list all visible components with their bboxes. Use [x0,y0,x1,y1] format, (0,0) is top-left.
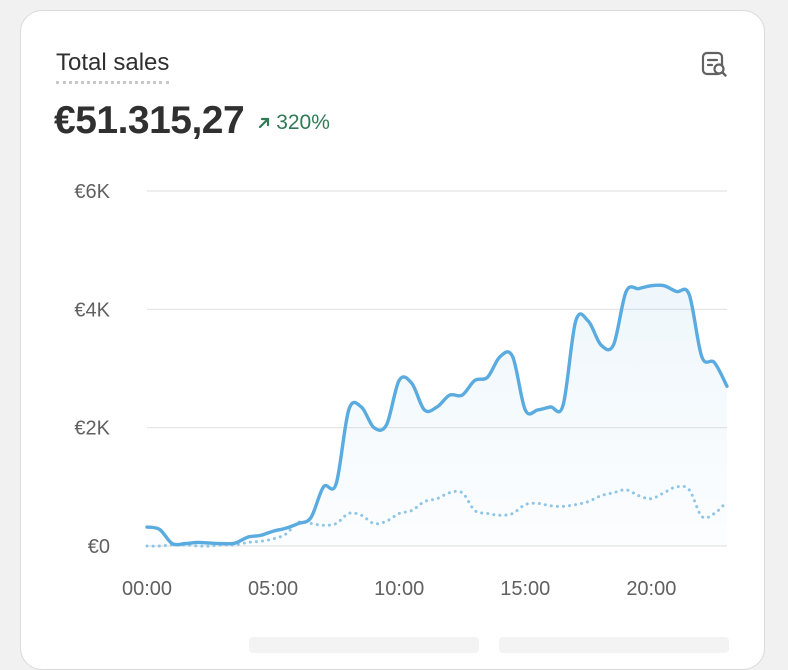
y-tick-label: €6K [74,181,110,203]
x-tick-label: 10:00 [374,578,424,600]
y-tick-label: €2K [74,418,110,440]
change-indicator: 320% [258,111,330,135]
total-sales-value: €51.315,27 [54,99,245,142]
card-title[interactable]: Total sales [56,49,170,84]
sales-line-chart: €6K €4K €2K €0 00:00 05:00 10:00 15:00 20:00 [74,181,729,600]
comparison-series-line[interactable] [145,484,729,548]
total-sales-card: Total sales €51.315,27 320% [20,10,765,670]
x-tick-label: 15:00 [500,578,550,600]
y-tick-label: €4K [74,299,110,321]
series-area [147,285,727,546]
report-search-icon [701,51,727,77]
footer-placeholder-left [249,637,479,653]
change-percent: 320% [276,111,330,134]
footer-placeholder-right [499,637,729,653]
value-row: €51.315,27 320% [54,99,330,143]
x-tick-label: 20:00 [626,578,676,600]
x-tick-label: 05:00 [248,578,298,600]
report-search-button[interactable] [697,47,731,81]
arrow-up-right-icon [259,117,270,129]
x-tick-label: 00:00 [122,578,172,600]
y-tick-label: €0 [88,536,110,558]
sales-series-line[interactable] [145,283,729,547]
